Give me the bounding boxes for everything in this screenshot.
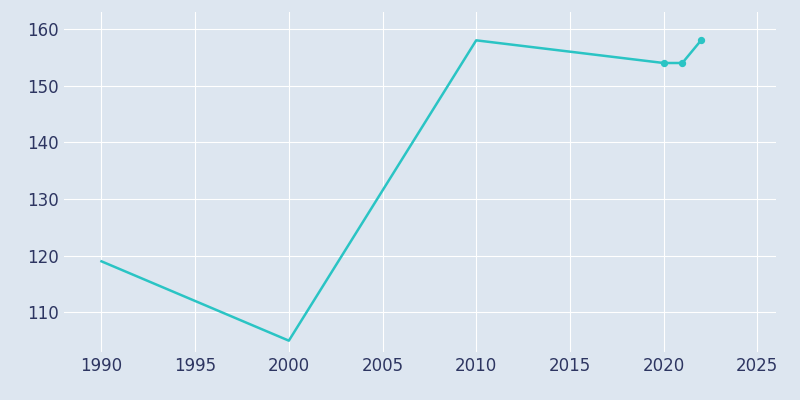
Point (676, 60, 689, 66)
Point (657, 60, 670, 66)
Point (694, 37, 707, 44)
